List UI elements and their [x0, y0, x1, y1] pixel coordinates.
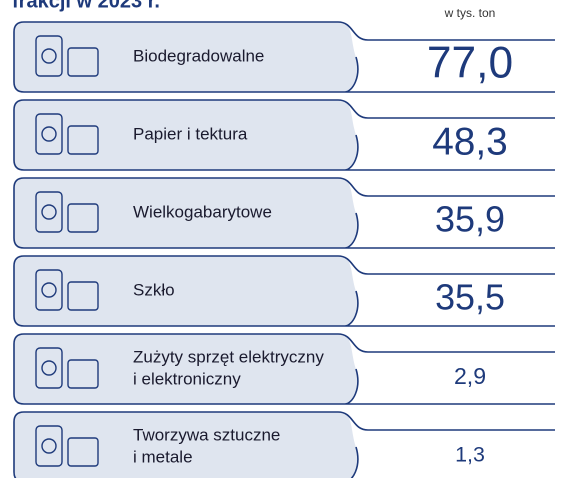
icon-shape [67, 203, 99, 233]
row-outline [13, 411, 555, 478]
row-icon [35, 191, 99, 233]
value-label: 35,5 [435, 277, 505, 317]
row-icon [35, 113, 99, 155]
value-label: 77,0 [427, 39, 513, 88]
icon-shape [67, 125, 99, 155]
icon-shape [41, 282, 57, 298]
icon-shape [67, 437, 99, 467]
icon-shape [67, 281, 99, 311]
row-fill [14, 22, 358, 92]
row-outline [13, 255, 555, 327]
icon-shape [35, 191, 63, 233]
icon-shape [41, 204, 57, 220]
icon-shape [41, 48, 57, 64]
category-label: Zużyty sprzęt elektryczny [133, 347, 324, 366]
category-label: Wielkogabarytowe [133, 202, 272, 221]
row-icon [35, 425, 99, 467]
row-fill [14, 178, 358, 248]
category-label: i metale [133, 447, 193, 466]
row-fill [14, 100, 358, 170]
row-icon [35, 347, 99, 389]
category-label: Tworzywa sztuczne [133, 425, 280, 444]
icon-shape [35, 113, 63, 155]
value-label: 2,9 [454, 363, 486, 389]
icon-shape [35, 269, 63, 311]
icon-shape [41, 438, 57, 454]
value-label: 1,3 [455, 443, 485, 467]
icon-shape [67, 359, 99, 389]
value-label: 48,3 [432, 120, 508, 163]
value-label: 35,9 [435, 199, 505, 240]
row-icon [35, 269, 99, 311]
row-icon [35, 35, 99, 77]
category-label: Biodegradowalne [133, 46, 264, 65]
icon-shape [41, 126, 57, 142]
row-fill [14, 412, 358, 478]
icon-shape [67, 47, 99, 77]
row-fill [14, 256, 358, 326]
icon-shape [41, 360, 57, 376]
icon-shape [35, 35, 63, 77]
category-label: i elektroniczny [133, 369, 241, 388]
icon-shape [35, 347, 63, 389]
row-outline [13, 99, 555, 171]
row-fill [14, 334, 358, 404]
row-outline [13, 333, 555, 405]
category-label: Szkło [133, 280, 175, 299]
unit-label: w tys. ton [444, 6, 496, 20]
row-outline [13, 21, 555, 93]
title: frakcji w 2023 r. [12, 0, 160, 12]
category-label: Papier i tektura [133, 124, 248, 143]
row-outline [13, 177, 555, 249]
icon-shape [35, 425, 63, 467]
